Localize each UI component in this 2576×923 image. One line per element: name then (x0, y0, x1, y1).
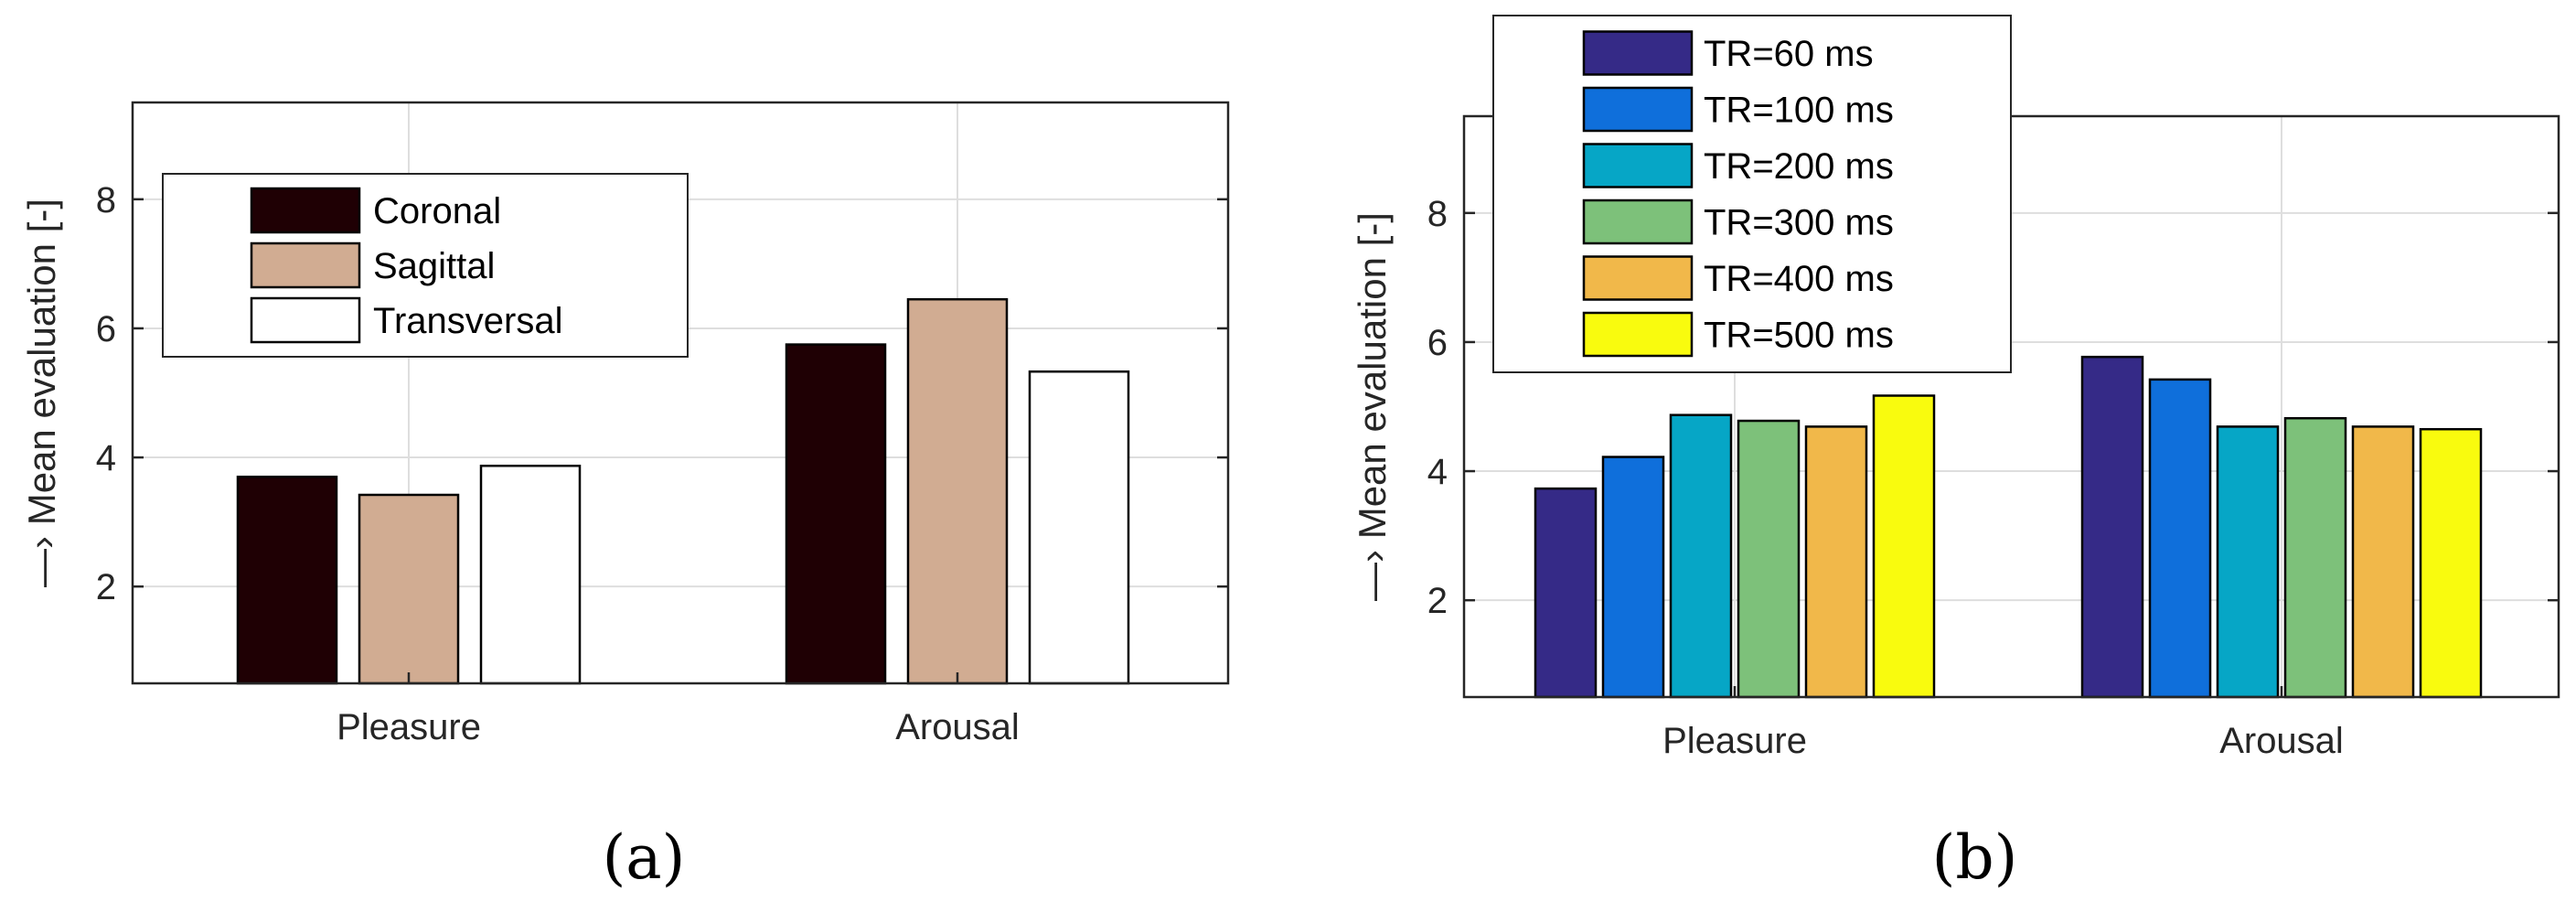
legend-swatch (250, 296, 361, 344)
bar-transversal-arousal (1028, 370, 1130, 685)
bar-tr-300-ms-arousal (2283, 416, 2347, 699)
legend-entry-label: Transversal (373, 301, 562, 341)
bar-tr-300-ms-pleasure (1737, 419, 1801, 699)
y-tick-label: 6 (1427, 323, 1448, 363)
legend-entry-label: TR=300 ms (1704, 203, 1894, 243)
legend-entry-label: TR=200 ms (1704, 146, 1894, 187)
legend-box (1492, 15, 2012, 373)
y-tick-label: 4 (96, 438, 116, 478)
bar-tr-100-ms-arousal (2148, 378, 2212, 699)
x-tick-label: Pleasure (337, 707, 481, 747)
legend-box (162, 173, 689, 358)
legend-entry-label: TR=400 ms (1704, 259, 1894, 299)
bar-coronal-arousal (785, 343, 887, 685)
axes-box (131, 101, 1230, 685)
legend-swatch (1582, 311, 1694, 358)
legend-entry-label: Coronal (373, 191, 501, 231)
bar-transversal-pleasure (479, 464, 582, 685)
legend-swatch (250, 187, 361, 234)
bar-tr-500-ms-pleasure (1872, 394, 1936, 699)
bar-tr-200-ms-arousal (2216, 425, 2280, 699)
legend: TR=60 ms TR=100 ms TR=200 ms TR=300 ms TR=40… (1492, 15, 2012, 373)
y-tick-label: 8 (96, 180, 116, 220)
bar-tr-60-ms-pleasure (1534, 487, 1598, 699)
bar-tr-400-ms-pleasure (1804, 425, 1868, 699)
x-tick-label: Pleasure (1662, 721, 1807, 761)
legend-swatch (250, 241, 361, 289)
bar-tr-400-ms-arousal (2351, 425, 2415, 699)
legend-swatch (1582, 86, 1694, 133)
panel-label: (b) (1932, 822, 2018, 893)
y-tick-label: 4 (1427, 452, 1448, 492)
chart-panel-b: 2 4 6 8 Pleasure Arousal —› Mean evaluation [-… (1351, 15, 2560, 893)
bar-sagittal-pleasure (358, 493, 460, 685)
legend-swatch (1582, 30, 1694, 76)
x-tick-label: Arousal (2219, 721, 2344, 761)
bar-tr-200-ms-pleasure (1669, 413, 1733, 699)
legend-entry-label: TR=100 ms (1704, 91, 1894, 131)
legend-entry-label: TR=60 ms (1704, 34, 1874, 74)
chart-panel-a: 2 4 6 8 Pleasure Arousal —› Mean evaluation [-… (20, 101, 1230, 893)
y-axis-label: —› Mean evaluation [-] (20, 199, 63, 587)
y-axis-label: —› Mean evaluation [-] (1351, 212, 1394, 601)
y-tick-label: 2 (1427, 581, 1448, 621)
bar-sagittal-arousal (906, 297, 1009, 685)
x-tick-label: Arousal (895, 707, 1020, 747)
y-tick-label: 6 (96, 309, 116, 349)
bar-tr-500-ms-arousal (2419, 427, 2483, 699)
legend-entry-label: Sagittal (373, 246, 495, 286)
legend-swatch (1582, 199, 1694, 245)
y-tick-label: 2 (96, 567, 116, 607)
legend: Coronal Sagittal Transversal (162, 173, 689, 358)
y-tick-label: 8 (1427, 194, 1448, 234)
bar-coronal-pleasure (236, 475, 338, 685)
bar-tr-60-ms-arousal (2080, 355, 2144, 699)
bar-tr-100-ms-pleasure (1601, 456, 1665, 699)
panel-label: (a) (603, 822, 686, 893)
legend-swatch (1582, 255, 1694, 301)
legend-entry-label: TR=500 ms (1704, 316, 1894, 356)
legend-swatch (1582, 143, 1694, 188)
